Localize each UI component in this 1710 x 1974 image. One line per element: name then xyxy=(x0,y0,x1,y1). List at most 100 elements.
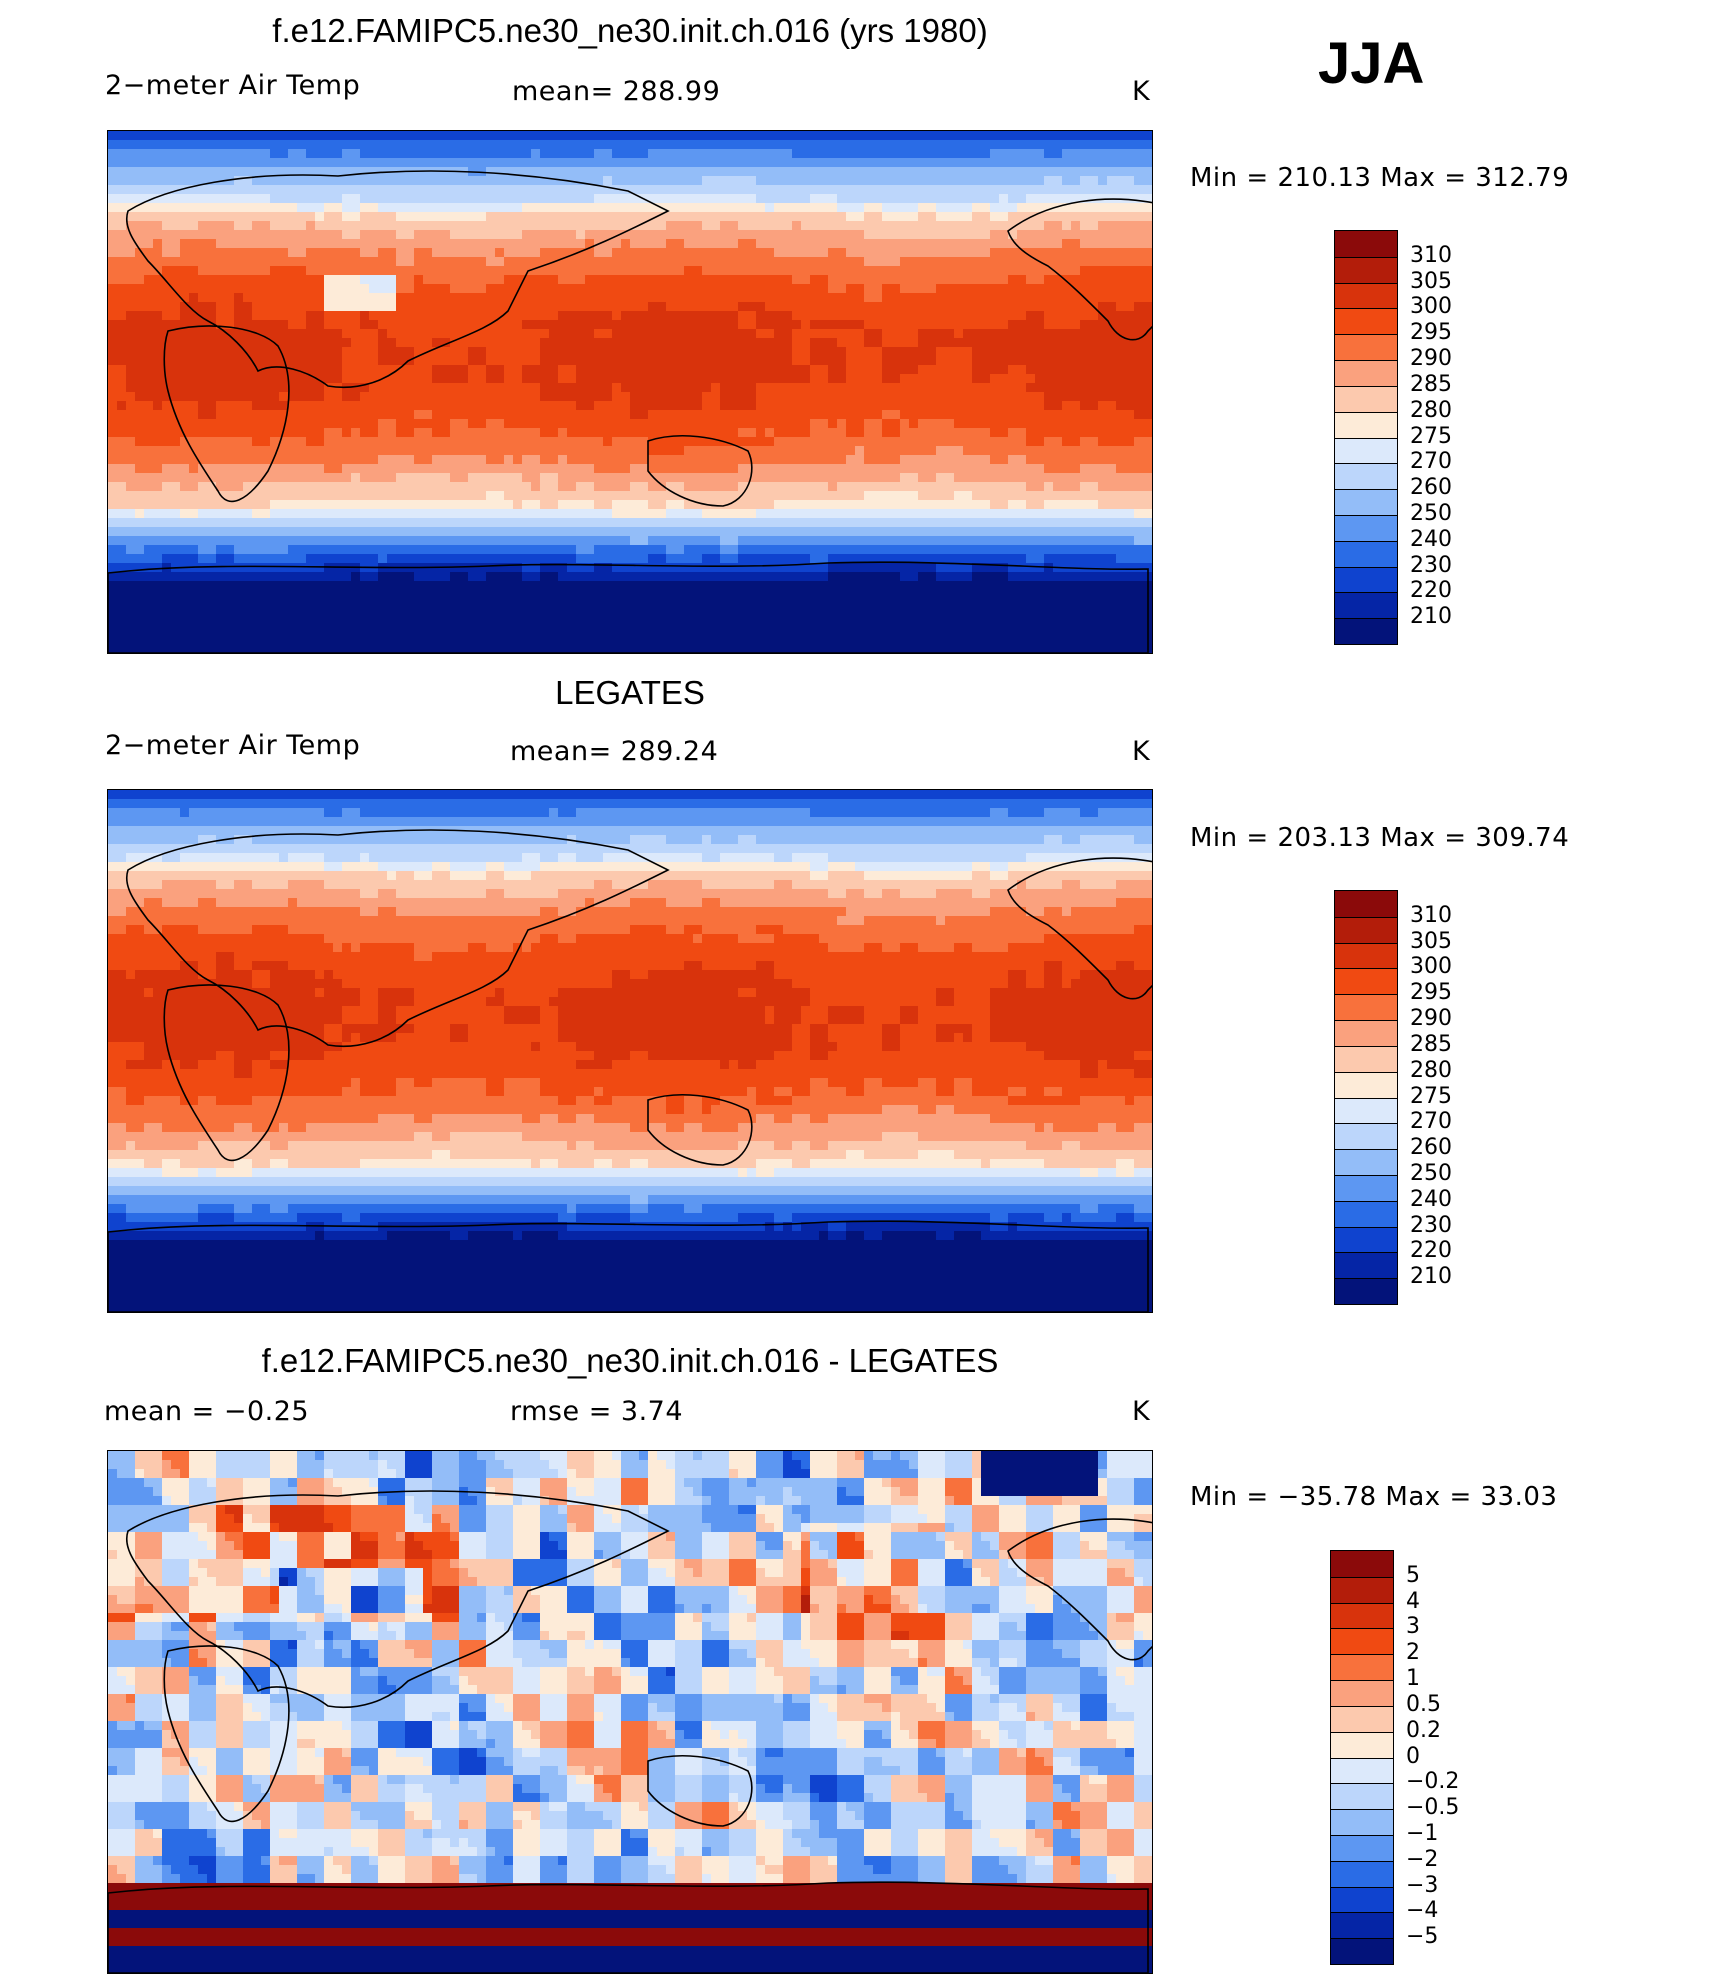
colorbar-tick-label: 300 xyxy=(1410,294,1452,319)
panel-2-units: K xyxy=(1132,736,1150,767)
colorbar-tick-label: 290 xyxy=(1410,346,1452,371)
colorbar-tick-label: 210 xyxy=(1410,1264,1452,1289)
colorbar-tick-label: 285 xyxy=(1410,372,1452,397)
colorbar-tick-label: 1 xyxy=(1406,1666,1420,1691)
colorbar-box xyxy=(1331,1732,1393,1758)
map-field xyxy=(108,790,1152,1312)
colorbar-box xyxy=(1335,943,1397,969)
colorbar-box xyxy=(1331,1706,1393,1732)
map-field xyxy=(108,131,1152,653)
colorbar-box xyxy=(1335,994,1397,1020)
colorbar-box xyxy=(1331,1861,1393,1887)
colorbar-tick-label: 220 xyxy=(1410,1238,1452,1263)
panel-2-title: LEGATES xyxy=(108,674,1152,712)
colorbar-box xyxy=(1335,515,1397,541)
colorbar-tick-label: 250 xyxy=(1410,501,1452,526)
colorbar-box xyxy=(1335,438,1397,464)
colorbar-box xyxy=(1331,1938,1393,1964)
colorbar-box xyxy=(1335,1227,1397,1253)
colorbar-box xyxy=(1335,412,1397,438)
colorbar-tick-label: 260 xyxy=(1410,1135,1452,1160)
colorbar-box xyxy=(1331,1887,1393,1913)
colorbar-box xyxy=(1335,489,1397,515)
colorbar-tick-label: 230 xyxy=(1410,553,1452,578)
colorbar-box xyxy=(1335,1046,1397,1072)
colorbar-tick-label: 295 xyxy=(1410,980,1452,1005)
colorbar-tick-label: 250 xyxy=(1410,1161,1452,1186)
colorbar-box xyxy=(1331,1783,1393,1809)
colorbar-tick-label: 285 xyxy=(1410,1032,1452,1057)
colorbar-box xyxy=(1331,1603,1393,1629)
panel-1-colorbar xyxy=(1334,230,1398,645)
panel-3-title: f.e12.FAMIPC5.ne30_ne30.init.ch.016 - LE… xyxy=(108,1342,1152,1380)
colorbar-box xyxy=(1335,1201,1397,1227)
map-svg xyxy=(108,1451,1152,1973)
colorbar-tick-label: −0.5 xyxy=(1406,1795,1459,1820)
map-svg xyxy=(108,790,1152,1312)
colorbar-box xyxy=(1335,386,1397,412)
colorbar-tick-label: −5 xyxy=(1406,1924,1438,1949)
colorbar-tick-label: 270 xyxy=(1410,1109,1452,1134)
season-label: JJA xyxy=(1318,30,1424,97)
panel-3-rmse-label: rmse = 3.74 xyxy=(510,1396,683,1427)
colorbar-box xyxy=(1335,1020,1397,1046)
colorbar-tick-label: 260 xyxy=(1410,475,1452,500)
colorbar-tick-label: 0.5 xyxy=(1406,1692,1441,1717)
panel-2-mean-label: mean= 289.24 xyxy=(510,736,718,767)
panel-3-colorbar xyxy=(1330,1550,1394,1965)
colorbar-box xyxy=(1335,618,1397,644)
panel-2-colorbar xyxy=(1334,890,1398,1305)
colorbar-box xyxy=(1335,541,1397,567)
colorbar-box xyxy=(1335,1149,1397,1175)
colorbar-tick-label: 290 xyxy=(1410,1006,1452,1031)
colorbar-tick-label: 305 xyxy=(1410,929,1452,954)
colorbar-tick-label: 240 xyxy=(1410,527,1452,552)
colorbar-tick-label: 300 xyxy=(1410,954,1452,979)
colorbar-box xyxy=(1335,1278,1397,1304)
colorbar-box xyxy=(1335,257,1397,283)
colorbar-tick-label: −4 xyxy=(1406,1898,1438,1923)
panel-2-map xyxy=(107,789,1153,1313)
colorbar-box xyxy=(1331,1680,1393,1706)
map-svg xyxy=(108,131,1152,653)
colorbar-tick-label: −0.2 xyxy=(1406,1769,1459,1794)
colorbar-box xyxy=(1335,567,1397,593)
colorbar-tick-label: −2 xyxy=(1406,1847,1438,1872)
colorbar-tick-label: 220 xyxy=(1410,578,1452,603)
colorbar-tick-label: 2 xyxy=(1406,1640,1420,1665)
colorbar-box xyxy=(1331,1758,1393,1784)
panel-1-mean-label: mean= 288.99 xyxy=(512,76,720,107)
colorbar-box xyxy=(1335,968,1397,994)
panel-3-units: K xyxy=(1132,1396,1150,1427)
colorbar-box xyxy=(1335,231,1397,257)
colorbar-box xyxy=(1335,463,1397,489)
panel-1-min-max: Min = 210.13 Max = 312.79 xyxy=(1190,163,1569,193)
colorbar-box xyxy=(1335,917,1397,943)
colorbar-tick-label: −1 xyxy=(1406,1821,1438,1846)
colorbar-box xyxy=(1331,1809,1393,1835)
panel-1-units: K xyxy=(1132,76,1150,107)
panel-1-title: f.e12.FAMIPC5.ne30_ne30.init.ch.016 (yrs… xyxy=(108,12,1152,50)
colorbar-box xyxy=(1331,1654,1393,1680)
panel-2-min-max: Min = 203.13 Max = 309.74 xyxy=(1190,823,1569,853)
colorbar-box xyxy=(1335,334,1397,360)
colorbar-box xyxy=(1331,1835,1393,1861)
colorbar-tick-label: 0.2 xyxy=(1406,1718,1441,1743)
panel-1-left-label: 2−meter Air Temp xyxy=(105,70,360,101)
colorbar-tick-label: 0 xyxy=(1406,1744,1420,1769)
panel-2-left-label: 2−meter Air Temp xyxy=(105,730,360,761)
colorbar-box xyxy=(1335,308,1397,334)
colorbar-tick-label: 240 xyxy=(1410,1187,1452,1212)
colorbar-tick-label: 275 xyxy=(1410,424,1452,449)
colorbar-box xyxy=(1331,1628,1393,1654)
colorbar-box xyxy=(1335,1098,1397,1124)
colorbar-tick-label: 280 xyxy=(1410,1058,1452,1083)
colorbar-tick-label: 280 xyxy=(1410,398,1452,423)
panel-3-map xyxy=(107,1450,1153,1974)
colorbar-box xyxy=(1335,891,1397,917)
colorbar-tick-label: 310 xyxy=(1410,243,1452,268)
panel-1-map xyxy=(107,130,1153,654)
colorbar-tick-label: 4 xyxy=(1406,1589,1420,1614)
colorbar-tick-label: 270 xyxy=(1410,449,1452,474)
colorbar-tick-label: 295 xyxy=(1410,320,1452,345)
